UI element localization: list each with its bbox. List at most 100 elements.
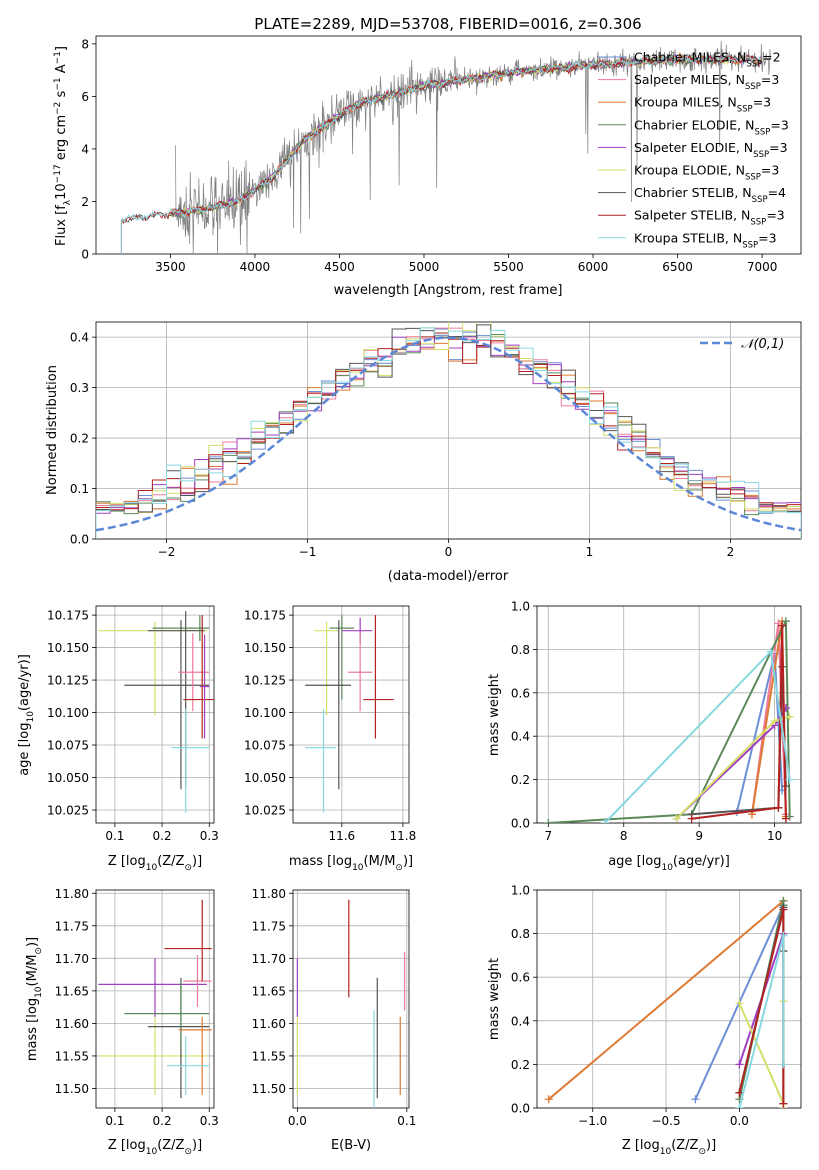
weight-marker: [779, 931, 788, 940]
label-part: ]: [54, 46, 69, 51]
plot-area: 0.0 0.1 11.50 11.55 11.60 11.65 11.70 11.75 11.8…: [252, 887, 417, 1128]
y-tick-label: 0.2: [70, 432, 89, 446]
legend-label: Kroupa ELODIE, N: [634, 163, 745, 178]
y-tick-label: 10.175: [47, 609, 89, 623]
y-tick-label: 10.150: [47, 641, 89, 655]
mass-vs-metallicity-panel: 0.1 0.2 0.3 11.50 11.55 11.60 11.65 11.70 11.75 1…: [25, 887, 219, 1157]
legend-value: =4: [768, 185, 786, 200]
weight-lines: [544, 896, 788, 1108]
label-part: age [log: [17, 723, 32, 776]
y-tick-label: 1.0: [511, 600, 530, 614]
weight-lines: [544, 617, 794, 823]
weight-line: [738, 909, 785, 1104]
x-tick-label: 10: [767, 829, 782, 843]
label-part: −17: [53, 164, 63, 183]
model-spectrum-line: [120, 53, 762, 254]
legend-value: =3: [758, 230, 776, 245]
x-tick-label: 11.6: [328, 829, 355, 843]
axes-frame: [536, 889, 802, 1109]
weight-marker: [785, 712, 794, 721]
y-tick-label: 10.050: [244, 771, 286, 785]
y-tick-label: 0.2: [511, 773, 530, 787]
y-tick-label: 0.6: [511, 971, 530, 985]
legend-value: =3: [753, 95, 771, 110]
axes-frame: [292, 605, 410, 824]
y-axis-label: age [log10(age/yr)]: [17, 654, 36, 776]
label-part: (age/yr)]: [673, 854, 730, 869]
chart-title: PLATE=2289, MJD=53708, FIBERID=0016, z=0…: [254, 15, 641, 33]
spectrum-lines: [120, 40, 771, 254]
x-axis-label: Z [log10(Z/Z⊙)]: [108, 1138, 202, 1157]
x-tick-label: 0.2: [153, 1114, 172, 1128]
plot-area: 0.1 0.2 0.3 10.025 10.050 10.075 10.100 10.125 1…: [47, 605, 219, 843]
label-part: s: [54, 90, 69, 101]
y-tick-label: 0.2: [511, 1058, 530, 1072]
weight-marker: [770, 717, 779, 726]
plot-area: 11.6 11.8 10.025 10.050 10.075 10.100 10.125 10…: [244, 605, 417, 843]
y-tick-label: 11.55: [55, 1049, 89, 1063]
weight-marker: [544, 819, 553, 823]
y-axis-label: Normed distribution: [45, 365, 60, 495]
legend-subscript: SSP: [750, 218, 766, 228]
label-part: (Z/Z: [671, 1138, 698, 1153]
weight-marker: [735, 1088, 744, 1097]
x-tick-label: 11.8: [390, 829, 417, 843]
legend-label: Salpeter STELIB, N: [634, 208, 750, 223]
normal-legend: 𝒩(0,1): [700, 337, 784, 352]
y-tick-label: 10.025: [47, 804, 89, 818]
x-tick-label: 4000: [240, 260, 271, 274]
label-part: )]: [192, 854, 202, 869]
label-part: ⊙: [184, 1147, 192, 1157]
legend-entry: Salpeter ELODIE, NSSP=3: [634, 140, 788, 160]
y-tick-label: 11.50: [252, 1082, 286, 1096]
x-axis-label: age [log10(age/yr)]: [608, 854, 730, 873]
weight-marker: [735, 1104, 744, 1108]
legend-entry: 𝒩(0,1): [741, 337, 784, 352]
legend-value: =3: [761, 72, 779, 87]
y-tick-label: 11.65: [252, 984, 286, 998]
y-tick-label: 0.0: [70, 533, 89, 547]
y-tick-label: 11.60: [55, 1017, 89, 1031]
weight-line: [738, 1001, 785, 1108]
x-tick-label: 6500: [662, 260, 693, 274]
label-part: )]: [706, 1138, 716, 1153]
age-vs-mass-panel: 11.6 11.8 10.025 10.050 10.075 10.100 10.125 10…: [244, 605, 417, 873]
y-tick-label: 0.4: [511, 730, 530, 744]
weight-marker: [781, 814, 790, 823]
label-part: erg cm: [54, 115, 69, 164]
legend-label: Kroupa MILES, N: [634, 95, 737, 110]
y-tick-label: 10.150: [244, 641, 286, 655]
y-tick-label: 8: [81, 37, 89, 51]
legend-subscript: SSP: [742, 240, 758, 250]
label-part: 10: [34, 986, 44, 998]
y-tick-label: 11.50: [55, 1082, 89, 1096]
y-tick-label: 0.0: [511, 817, 530, 831]
legend-label: Kroupa STELIB, N: [634, 230, 742, 245]
y-tick-label: 10.075: [244, 739, 286, 753]
y-axis-label: mass [log10(M/M⊙)]: [25, 937, 44, 1061]
label-part: 10: [146, 1147, 158, 1157]
y-tick-label: 10.125: [47, 674, 89, 688]
label-part: (M/M: [25, 955, 40, 987]
x-tick-label: −1.0: [578, 1114, 607, 1128]
axes-frame: [292, 889, 410, 1109]
axes-frame: [536, 605, 802, 824]
legend-subscript: SSP: [745, 82, 761, 92]
x-tick-label: −0.5: [651, 1114, 680, 1128]
x-axis-label: mass [log10(M/M⊙)]: [289, 854, 413, 873]
label-part: ⊙: [395, 863, 403, 873]
y-tick-label: 11.80: [55, 887, 89, 901]
legend-entry: Kroupa ELODIE, NSSP=3: [634, 163, 779, 183]
y-tick-label: 10.125: [244, 674, 286, 688]
x-tick-label: 0: [445, 545, 453, 559]
legend-value: =2: [762, 50, 780, 65]
y-tick-label: 10.025: [244, 804, 286, 818]
y-axis-label: mass weight: [487, 958, 502, 1040]
histograms: [96, 322, 801, 539]
legend-subscript: SSP: [737, 105, 753, 115]
y-tick-label: 0.0: [511, 1102, 530, 1116]
x-tick-label: 0.1: [105, 1114, 124, 1128]
legend-entry: Kroupa MILES, NSSP=3: [634, 95, 771, 115]
